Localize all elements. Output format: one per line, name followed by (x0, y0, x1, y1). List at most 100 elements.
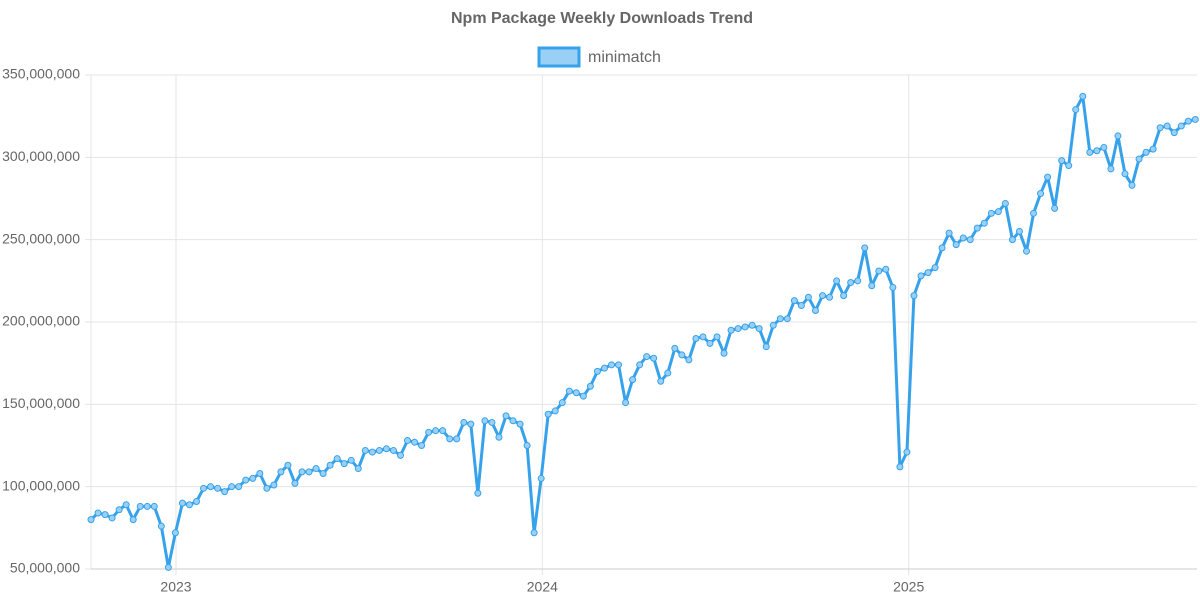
data-point (713, 333, 721, 341)
y-tick-label: 50,000,000 (10, 560, 80, 576)
data-point (1030, 209, 1038, 217)
data-point (797, 302, 805, 310)
data-point (291, 479, 299, 487)
data-point (312, 465, 320, 473)
data-point (122, 501, 130, 509)
data-point (882, 265, 890, 273)
data-point (502, 412, 510, 420)
data-point (551, 407, 559, 415)
data-point (980, 219, 988, 227)
data-point (664, 369, 672, 377)
data-point (586, 382, 594, 390)
data-point (579, 392, 587, 400)
data-point (790, 297, 798, 305)
data-point (115, 506, 123, 514)
data-point (819, 292, 827, 300)
data-point (657, 377, 665, 385)
data-point (615, 361, 623, 369)
data-point (87, 516, 95, 524)
y-tick-label: 200,000,000 (2, 313, 80, 329)
data-point (600, 364, 608, 372)
data-point (826, 293, 834, 301)
data-point (706, 339, 714, 347)
data-point (305, 468, 313, 476)
data-point (671, 344, 679, 352)
data-point (1191, 115, 1199, 123)
x-tick-label: 2025 (893, 579, 924, 595)
data-point (727, 326, 735, 334)
data-point (1037, 190, 1045, 198)
data-point (973, 224, 981, 232)
data-point (94, 509, 102, 517)
data-point (453, 435, 461, 443)
data-point (847, 278, 855, 286)
data-point (1044, 173, 1052, 181)
data-point (1149, 145, 1157, 153)
data-point (987, 209, 995, 217)
data-point (1177, 122, 1185, 130)
data-point (200, 484, 208, 492)
data-point (425, 428, 433, 436)
x-tick-label: 2023 (160, 579, 191, 595)
data-point (1065, 162, 1073, 170)
data-point (636, 361, 644, 369)
data-point (608, 361, 616, 369)
chart-title: Npm Package Weekly Downloads Trend (451, 10, 753, 27)
y-tick-label: 100,000,000 (2, 477, 80, 493)
data-point (1114, 132, 1122, 140)
y-tick-label: 150,000,000 (2, 395, 80, 411)
data-point (375, 446, 383, 454)
data-point (910, 292, 918, 300)
data-point (741, 323, 749, 331)
data-point (938, 244, 946, 252)
data-point (833, 277, 841, 285)
data-point (593, 367, 601, 375)
data-point (495, 433, 503, 441)
data-point (875, 267, 883, 275)
data-point (565, 387, 573, 395)
data-point (572, 389, 580, 397)
y-tick-label: 350,000,000 (2, 66, 80, 82)
data-point (488, 418, 496, 426)
data-point (868, 282, 876, 290)
data-point (460, 418, 468, 426)
data-point (931, 264, 939, 272)
data-point (1093, 147, 1101, 155)
data-point (1121, 170, 1129, 178)
data-point (263, 484, 271, 492)
data-point (959, 234, 967, 242)
data-point (699, 333, 707, 341)
legend-label: minimatch (588, 49, 661, 66)
data-point (692, 334, 700, 342)
data-point (214, 484, 222, 492)
data-point (530, 529, 538, 537)
data-point (769, 321, 777, 329)
data-point (720, 349, 728, 357)
data-point (811, 306, 819, 314)
data-point (1107, 165, 1115, 173)
data-point (889, 283, 897, 291)
data-point (136, 502, 144, 510)
data-point (1135, 155, 1143, 163)
data-point (474, 489, 482, 497)
data-point (404, 437, 412, 445)
data-point (193, 497, 201, 505)
data-point (776, 315, 784, 323)
data-point (411, 438, 419, 446)
data-point (650, 354, 658, 362)
data-point (1008, 236, 1016, 244)
data-point (854, 277, 862, 285)
data-point (1142, 148, 1150, 156)
data-point (1100, 143, 1108, 151)
data-point (150, 502, 158, 510)
data-point (558, 399, 566, 407)
data-point (748, 321, 756, 329)
data-point (298, 468, 306, 476)
data-point (945, 229, 953, 237)
data-point (762, 343, 770, 351)
data-point (467, 420, 475, 428)
data-point (418, 442, 426, 449)
data-point (924, 269, 932, 277)
data-point (178, 499, 186, 507)
